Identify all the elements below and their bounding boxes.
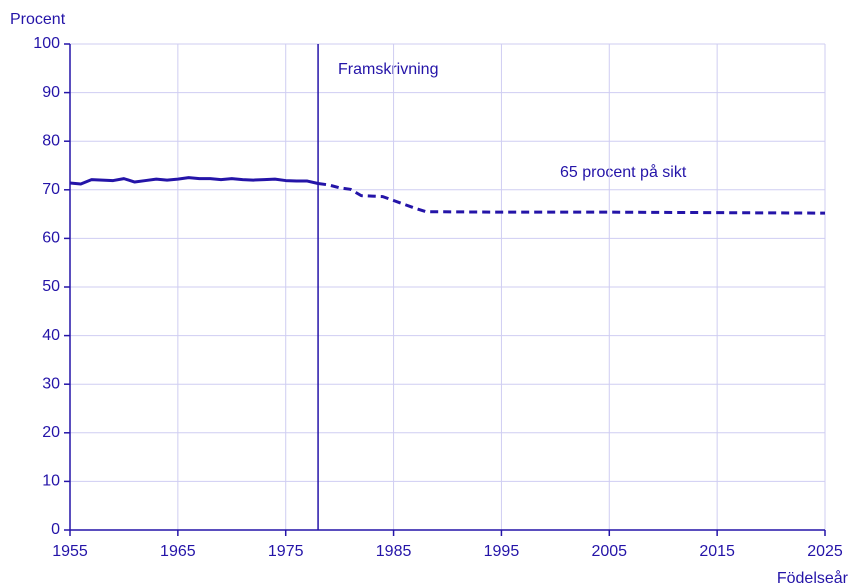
y-tick-label: 0 xyxy=(51,521,60,538)
x-tick-label: 1995 xyxy=(484,543,520,560)
y-tick-label: 70 xyxy=(42,181,60,198)
x-tick-label: 1965 xyxy=(160,543,196,560)
y-tick-label: 50 xyxy=(42,278,60,295)
x-tick-label: 1975 xyxy=(268,543,304,560)
x-tick-label: 1955 xyxy=(52,543,88,560)
x-tick-label: 2025 xyxy=(807,543,843,560)
y-tick-label: 10 xyxy=(42,473,60,490)
line-series xyxy=(69,176,319,186)
annotation: 65 procent på sikt xyxy=(560,163,687,181)
y-axis-label: Procent xyxy=(10,11,66,28)
y-tick-label: 20 xyxy=(42,424,60,441)
y-tick-label: 80 xyxy=(42,132,60,149)
y-tick-label: 60 xyxy=(42,230,60,247)
x-axis-label: Födelseår xyxy=(777,569,849,587)
x-tick-label: 2015 xyxy=(699,543,735,560)
annotation: Framskrivning xyxy=(338,61,438,78)
y-tick-label: 40 xyxy=(42,327,60,344)
x-tick-label: 2005 xyxy=(591,543,627,560)
line-series xyxy=(317,181,826,215)
y-tick-label: 100 xyxy=(33,35,60,52)
y-tick-label: 30 xyxy=(42,375,60,392)
x-tick-label: 1985 xyxy=(376,543,412,560)
y-tick-label: 90 xyxy=(42,84,60,101)
